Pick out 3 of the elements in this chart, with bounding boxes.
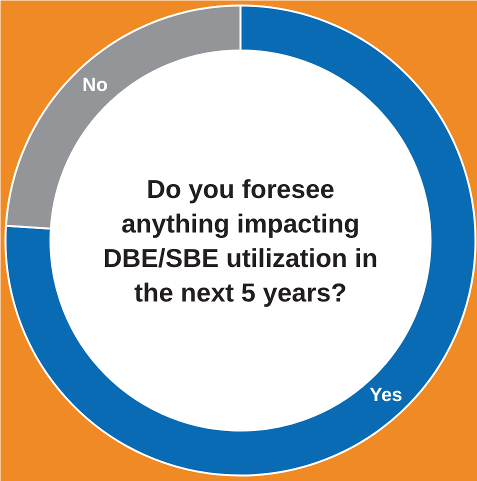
slice-label: Yes — [370, 384, 402, 406]
slice-label: No — [82, 75, 108, 96]
text: Do you foresee anything impacting DBE/SBE utilization in the next 5 years? — [103, 174, 378, 308]
